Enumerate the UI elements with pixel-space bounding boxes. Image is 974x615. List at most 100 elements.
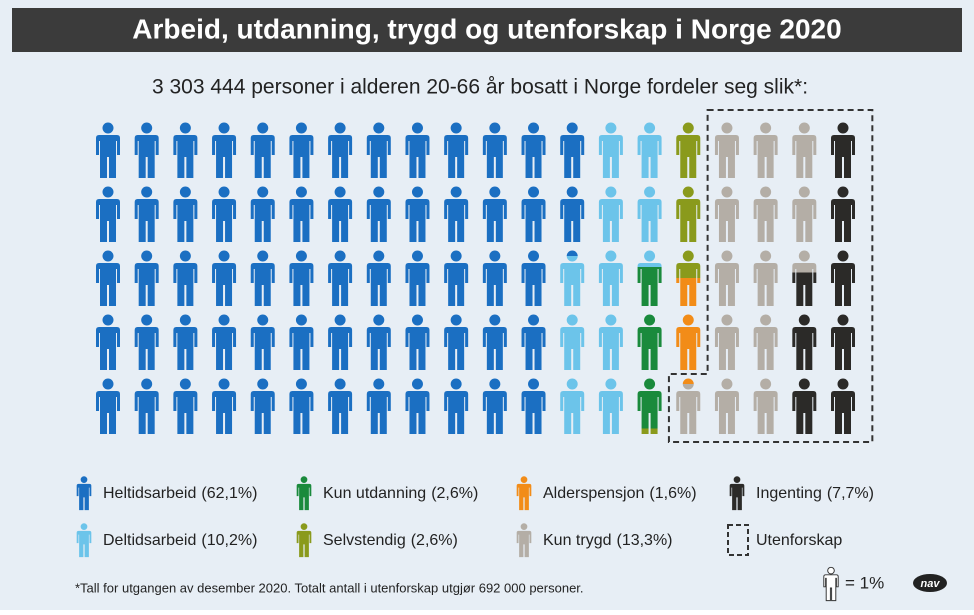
- person-icon: [173, 250, 198, 306]
- legend-label: Heltidsarbeid (62,1%): [103, 485, 257, 502]
- person-icon: [212, 250, 237, 306]
- person-icon: [328, 378, 353, 434]
- person-icon: [792, 314, 817, 370]
- person-icon: [637, 186, 662, 242]
- person-icon: [560, 122, 585, 178]
- person-icon: [134, 186, 159, 242]
- person-icon: [96, 250, 120, 306]
- legend-icon: [516, 523, 532, 558]
- person-icon: [714, 314, 739, 370]
- person-icon: [173, 186, 198, 242]
- legend-label: Utenforskap: [756, 532, 842, 549]
- person-icon: [289, 186, 314, 242]
- person-icon: [792, 122, 817, 178]
- person-icon: [521, 122, 546, 178]
- person-icon: [134, 250, 159, 306]
- person-icon: [405, 378, 430, 434]
- person-icon: [444, 250, 469, 306]
- person-icon: [212, 314, 237, 370]
- person-icon: [676, 314, 701, 370]
- person-icon: [405, 186, 430, 242]
- person-icon: [96, 378, 120, 434]
- person-icon: [250, 122, 275, 178]
- person-icon: [714, 378, 739, 434]
- person-icon: [212, 186, 237, 242]
- person-icon: [366, 378, 391, 434]
- legend-label: Selvstendig (2,6%): [323, 532, 458, 549]
- person-icon: [521, 314, 546, 370]
- person-icon: [753, 378, 778, 434]
- legend-icon: [76, 523, 92, 558]
- unit-key-icon: [823, 566, 839, 602]
- person-icon: [637, 122, 662, 178]
- person-icon: [289, 378, 314, 434]
- footnote: *Tall for utgangen av desember 2020. Tot…: [75, 580, 584, 595]
- person-icon: [676, 250, 701, 306]
- person-icon: [482, 186, 507, 242]
- title: Arbeid, utdanning, trygd og utenforskap …: [132, 13, 841, 44]
- legend-label: Deltidsarbeid (10,2%): [103, 532, 257, 549]
- legend-label: Kun utdanning (2,6%): [323, 485, 478, 502]
- person-icon: [792, 186, 817, 242]
- person-icon: [96, 122, 120, 178]
- person-icon: [134, 378, 159, 434]
- legend-icon: [516, 476, 532, 511]
- person-icon: [405, 122, 430, 178]
- legend-icon: [729, 476, 745, 511]
- person-icon: [444, 314, 469, 370]
- title-bar: [12, 8, 962, 52]
- legend-icon: [76, 476, 92, 511]
- person-icon: [250, 250, 275, 306]
- person-icon: [521, 250, 546, 306]
- person-icon: [637, 378, 662, 434]
- person-icon: [482, 314, 507, 370]
- person-icon: [289, 122, 314, 178]
- person-icon: [676, 186, 701, 242]
- unit-key: [823, 566, 839, 602]
- person-icon: [328, 314, 353, 370]
- person-icon: [560, 314, 585, 370]
- person-icon: [173, 378, 198, 434]
- person-icon: [560, 378, 585, 434]
- person-icon: [521, 186, 546, 242]
- person-icon: [753, 314, 778, 370]
- person-icon: [560, 186, 585, 242]
- person-icon: [831, 250, 855, 306]
- person-icon: [482, 250, 507, 306]
- person-icon: [173, 314, 198, 370]
- person-icon: [714, 122, 739, 178]
- person-icon: [831, 186, 855, 242]
- person-icon: [405, 314, 430, 370]
- person-icon: [753, 122, 778, 178]
- person-icon: [212, 378, 237, 434]
- person-icon: [96, 186, 120, 242]
- unit-label: = 1%: [845, 573, 884, 592]
- person-icon: [792, 378, 817, 434]
- person-icon: [173, 122, 198, 178]
- legend-label: Ingenting (7,7%): [756, 485, 874, 502]
- person-icon: [831, 378, 855, 434]
- person-icon: [250, 378, 275, 434]
- person-icon: [444, 122, 469, 178]
- person-icon: [289, 314, 314, 370]
- person-icon: [792, 250, 817, 306]
- person-icon: [521, 378, 546, 434]
- person-icon: [831, 314, 855, 370]
- person-icon: [714, 186, 739, 242]
- subtitle: 3 303 444 personer i alderen 20-66 år bo…: [152, 76, 808, 99]
- person-icon: [676, 122, 701, 178]
- person-icon: [598, 314, 623, 370]
- person-icon: [328, 250, 353, 306]
- person-icon: [753, 250, 778, 306]
- person-icon: [676, 378, 701, 434]
- person-icon: [598, 378, 623, 434]
- person-icon: [212, 122, 237, 178]
- person-icon: [444, 186, 469, 242]
- person-icon: [444, 378, 469, 434]
- person-icon: [482, 122, 507, 178]
- person-icon: [560, 250, 585, 306]
- person-icon: [366, 314, 391, 370]
- person-icon: [134, 122, 159, 178]
- person-icon: [366, 122, 391, 178]
